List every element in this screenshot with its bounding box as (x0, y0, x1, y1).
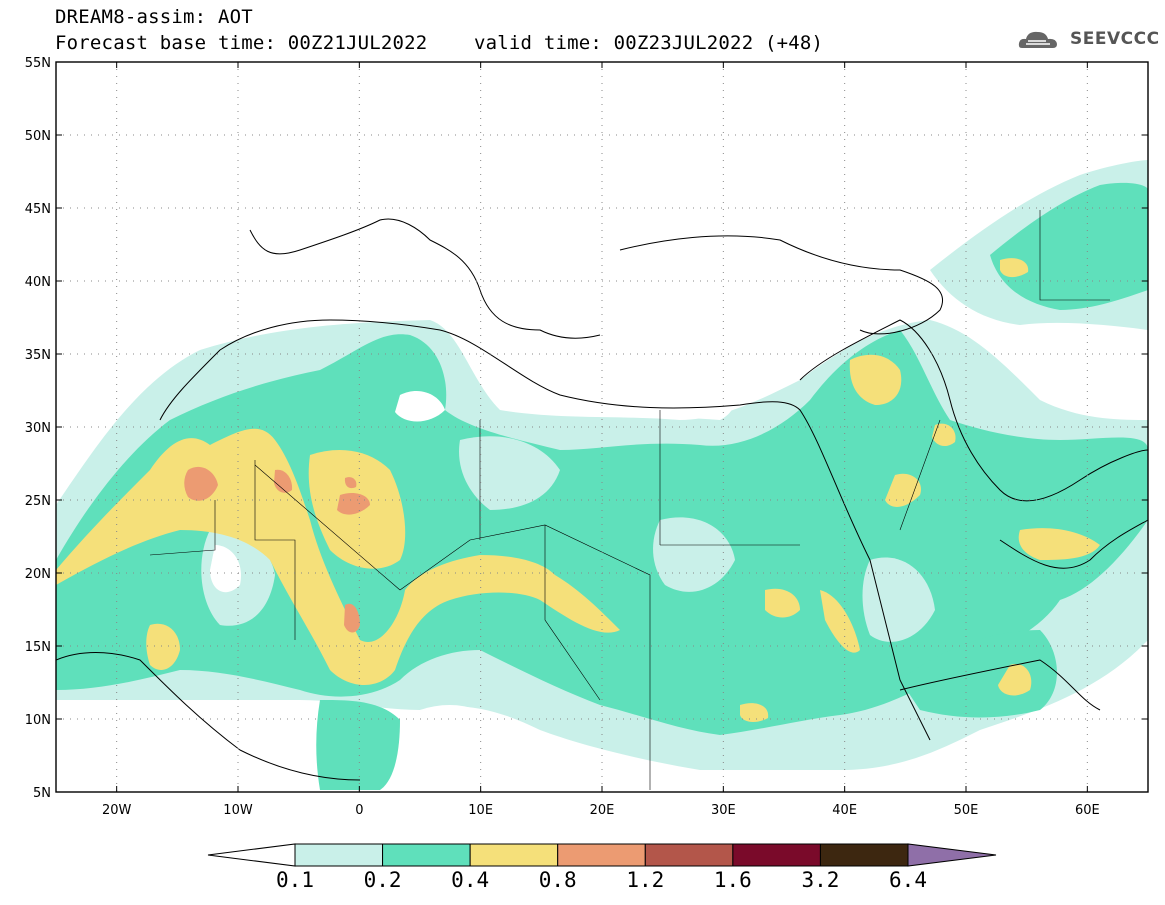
colorbar-segment (469, 843, 559, 867)
lat-label: 30N (25, 421, 51, 436)
colorbar (207, 843, 997, 867)
colorbar-label: 0.2 (363, 868, 402, 892)
chart-subtitle: Forecast base time: 00Z21JUL2022 valid t… (55, 32, 824, 54)
lat-label: 45N (25, 202, 51, 217)
aot-band-below-0.1 (210, 353, 735, 790)
lat-label: 15N (25, 640, 51, 655)
colorbar-label: 0.4 (451, 868, 490, 892)
country-borders (149, 210, 1110, 790)
lon-label: 50E (954, 803, 979, 818)
colorbar-segment (294, 843, 384, 867)
cloud-icon (1018, 31, 1057, 48)
chart-title: DREAM8-assim: AOT (55, 6, 253, 28)
colorbar-label: 6.4 (889, 868, 927, 892)
colorbar-arrow-high (907, 843, 997, 867)
lat-label: 25N (25, 494, 51, 509)
lat-label: 10N (25, 713, 51, 728)
lon-label: 40E (832, 803, 857, 818)
aot-band-0.1-0.2-inner (201, 436, 935, 642)
colorbar-label: 1.6 (713, 868, 752, 892)
graticule (56, 62, 1148, 792)
colorbar-label: 1.2 (626, 868, 665, 892)
colorbar-segment (644, 843, 734, 867)
lat-label: 50N (25, 129, 51, 144)
aot-band-0.8-1.2 (184, 466, 370, 633)
lon-label: 0 (355, 803, 363, 818)
lat-label: 40N (25, 275, 51, 290)
colorbar-segment (732, 843, 821, 867)
lat-label: 55N (25, 56, 51, 71)
lat-labels: 5N 10N 15N 20N 25N 30N 35N 40N 45N 50N 55N (25, 56, 51, 801)
lon-label: 20E (590, 803, 615, 818)
colorbar-segment (819, 843, 909, 867)
axis-ticks (56, 61, 1148, 793)
coastlines (56, 218, 1148, 781)
colorbar-label: 0.8 (538, 868, 577, 892)
colorbar-label: 3.2 (801, 868, 840, 892)
lon-label: 30E (711, 803, 736, 818)
lon-label: 10E (468, 803, 493, 818)
lon-label: 10W (223, 803, 253, 818)
logo-text: SEEVCCC (1070, 29, 1160, 49)
lat-label: 35N (25, 348, 51, 363)
lon-labels: 20W 10W 0 10E 20E 30E 40E 50E 60E (102, 803, 1100, 818)
lat-label: 20N (25, 567, 51, 582)
colorbar-arrow-low (207, 843, 296, 867)
lat-label: 5N (33, 786, 51, 801)
colorbar-segment (557, 843, 646, 867)
lon-label: 20W (102, 803, 132, 818)
colorbar-segment (382, 843, 471, 867)
lon-label: 60E (1075, 803, 1100, 818)
colorbar-label: 0.1 (276, 868, 314, 892)
